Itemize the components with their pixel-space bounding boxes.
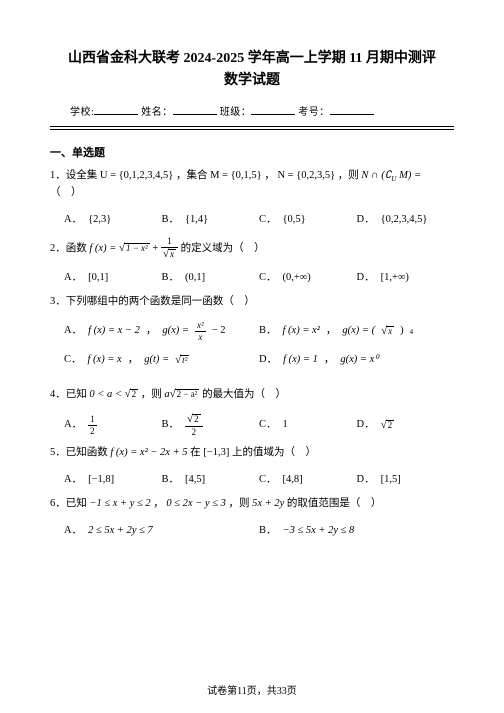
q1-mid2: ， [264,170,275,181]
q2-stem-pre: 2．函数 [50,243,89,254]
label-examno: 考号： [298,107,330,118]
question-4: 4．已知 0 < a < 2 ，则 a2 − a² 的最大值为（ ） A． 12… [50,387,454,437]
q2-opt-c: C．(0,+∞) [259,270,357,287]
q1-mid3: ，则 [338,170,362,181]
q6-tail: 的取值范围是（ ） [287,498,382,509]
q5-stem-pre: 5．已知函数 [50,447,110,458]
q5-opt-b: B．[4,5] [162,472,260,489]
q3-opt-d: D． f (x) = 1， g(x) = x⁰ [259,352,454,369]
q3-stem: 3．下列哪组中的两个函数是同一函数（ ） [50,294,454,311]
q4-mid: ，则 [141,389,165,400]
student-info-line: 学校: 姓名： 班级： 考号： [50,103,454,118]
q1-set-u: U = {0,1,2,3,4,5} [100,170,173,181]
question-2: 2．函数 f (x) = 1 − x² + 1 x 的定义域为（ ） A．[0,… [50,237,454,287]
q3-options: A． f (x) = x − 2， g(x) = x²x − 2 B． f (x… [50,321,454,379]
q2-plus: + [152,243,161,254]
q2-tail: 的定义域为（ ） [181,243,265,254]
divider-2 [50,129,454,130]
q2-frac: 1 x [161,237,178,260]
divider-1 [50,126,454,127]
q4-tail: 的最大值为（ ） [202,389,286,400]
q5-tail: 上的值域为（ ） [232,447,316,458]
q1-set-m: M = {0,1,5} [210,170,262,181]
q1-opt-a: A．{2,3} [64,212,162,229]
blank-name [173,105,217,115]
title-line-1: 山西省金科大联考 2024-2025 学年高一上学期 11 月期中测评 [50,48,454,70]
q5-options: A．[−1,8] B．[4,5] C．[4,8] D．[1,5] [50,472,454,489]
q6-opt-a: A．2 ≤ 5x + 2y ≤ 7 [64,523,259,540]
question-5: 5．已知函数 f (x) = x² − 2x + 5 在 [−1,3] 上的值域… [50,445,454,489]
title-line-2: 数学试题 [50,70,454,92]
q2-opt-b: B．(0,1] [162,270,260,287]
q1-expr: N ∩ (∁U M) = [361,170,421,181]
q6-stem-pre: 6．已知 [50,498,89,509]
q3-opt-a: A． f (x) = x − 2， g(x) = x²x − 2 [64,321,259,342]
blank-examno [330,105,374,115]
q3-opt-c: C． f (x) = x， g(t) = t² [64,352,259,369]
q1-opt-d: D．{0,2,3,4,5} [357,212,455,229]
blank-school [94,105,138,115]
q5-opt-d: D．[1,5] [357,472,455,489]
q1-opt-c: C．{0,5} [259,212,357,229]
q5-mid: 在 [190,447,203,458]
page-footer: 试卷第11页，共33页 [0,682,504,697]
q2-options: A．[0,1] B．(0,1] C．(0,+∞) D．[1,+∞) [50,270,454,287]
q4-opt-a: A． 12 [64,414,162,437]
q6-opt-b: B．−3 ≤ 5x + 2y ≤ 8 [259,523,454,540]
q2-opt-a: A．[0,1] [64,270,162,287]
q5-opt-a: A．[−1,8] [64,472,162,489]
question-6: 6．已知 −1 ≤ x + y ≤ 2 ， 0 ≤ 2x − y ≤ 3 ，则 … [50,496,454,550]
label-name: 姓名： [141,107,173,118]
q6-expr: 5x + 2y [252,498,284,509]
q1-mid1: ，集合 [176,170,210,181]
q4-cond: 0 < a < 2 [89,389,138,400]
exam-page: 山西省金科大联考 2024-2025 学年高一上学期 11 月期中测评 数学试题… [0,0,504,713]
question-3: 3．下列哪组中的两个函数是同一函数（ ） A． f (x) = x − 2， g… [50,294,454,379]
q1-opt-b: B．{1,4} [162,212,260,229]
q4-stem-pre: 4．已知 [50,389,89,400]
q1-options: A．{2,3} B．{1,4} C．{0,5} D．{0,2,3,4,5} [50,212,454,229]
q4-opt-c: C．1 [259,414,357,437]
q4-expr: a2 − a² [164,389,199,400]
q6-c2: 0 ≤ 2x − y ≤ 3 [166,498,225,509]
section-1-heading: 一、单选题 [50,144,454,160]
q6-options: A．2 ≤ 5x + 2y ≤ 7 B．−3 ≤ 5x + 2y ≤ 8 [50,523,454,550]
q5-opt-c: C．[4,8] [259,472,357,489]
q2-sqrt1: 1 − x² [119,243,150,254]
q2-fx: f (x) = [89,243,119,254]
q5-interval: [−1,3] [203,447,229,458]
q1-stem-pre: 1．设全集 [50,170,100,181]
q6-c1: −1 ≤ x + y ≤ 2 [89,498,150,509]
blank-class [251,105,295,115]
exam-title: 山西省金科大联考 2024-2025 学年高一上学期 11 月期中测评 数学试题 [50,48,454,93]
q4-options: A． 12 B． 22 C．1 D．2 [50,414,454,437]
q1-set-n: N = {0,2,3,5} [277,170,335,181]
q5-fx: f (x) = x² − 2x + 5 [110,447,187,458]
q4-opt-b: B． 22 [162,414,260,437]
q6-mid2: ，则 [228,498,252,509]
q6-mid: ， [153,498,164,509]
q1-tail: （ ） [50,187,82,198]
label-class: 班级： [220,107,252,118]
q3-opt-b: B． f (x) = x²， g(x) = (x)4 [259,321,454,342]
label-school: 学校: [70,107,94,118]
question-1: 1．设全集 U = {0,1,2,3,4,5} ，集合 M = {0,1,5} … [50,168,454,229]
q4-opt-d: D．2 [357,414,455,437]
q2-opt-d: D．[1,+∞) [357,270,455,287]
